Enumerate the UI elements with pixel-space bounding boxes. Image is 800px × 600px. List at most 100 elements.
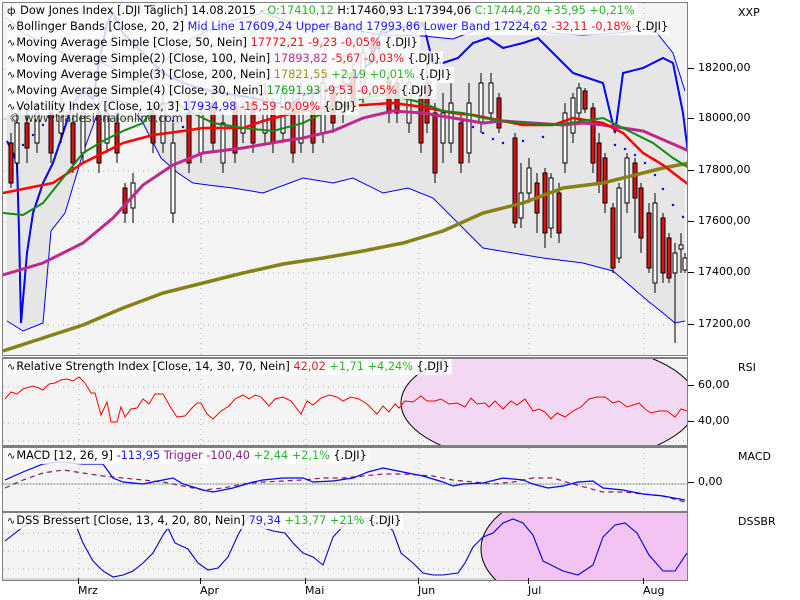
indicator-suffix: {.DJI} xyxy=(384,36,418,49)
tick xyxy=(688,324,694,325)
legend-ma200[interactable]: ∿Moving Average Simple(3) [Close, 200, N… xyxy=(7,67,670,83)
macd-tick-label: 0,00 xyxy=(698,475,723,488)
price-tick-label: 18200,00 xyxy=(698,61,751,74)
rsi-label: Relative Strength Index [Close, 14, 30, … xyxy=(16,360,290,373)
indicator-wave-icon: ∿ xyxy=(7,38,16,49)
ma200-line xyxy=(3,161,687,353)
indicator-wave-icon: ∿ xyxy=(7,451,16,462)
tick xyxy=(688,170,694,171)
macd-suffix: {.DJI} xyxy=(333,449,367,462)
indicator-change: +2,19 xyxy=(331,68,366,81)
dss-suffix: {.DJI} xyxy=(368,514,402,527)
rsi-change-pct: +4,24% xyxy=(367,360,413,373)
rsi-chart-svg xyxy=(3,359,687,445)
x-label-month: Mai xyxy=(305,584,325,597)
legend-ma50[interactable]: ∿Moving Average Simple [Close, 50, Nein]… xyxy=(7,35,670,51)
legend-bollinger[interactable]: ∿Bollinger Bands [Close, 20, 2] Mid Line… xyxy=(7,19,671,35)
indicator-change-pct: -0,18% xyxy=(591,20,632,33)
dash: - xyxy=(259,4,264,17)
rsi-change: +1,71 xyxy=(329,360,364,373)
macd-axis-title: MACD xyxy=(738,450,771,463)
symbol-date: 14.08.2015 xyxy=(191,4,257,17)
price-axis-title: XXP xyxy=(738,6,760,19)
macd-axis[interactable]: MACD 0,00 xyxy=(688,446,800,512)
change-pct: +0,21% xyxy=(589,4,635,17)
price-panel[interactable]: ф Dow Jones Index [.DJI Täglich] 14.08.2… xyxy=(2,2,688,356)
tick xyxy=(688,118,694,119)
rsi-highlight xyxy=(400,359,687,445)
rsi-value: 42,02 xyxy=(293,360,326,373)
macd-line xyxy=(4,461,686,501)
indicator-wave-icon: ∿ xyxy=(7,86,16,97)
price-tick-label: 18000,00 xyxy=(698,111,751,124)
change-value: +35,95 xyxy=(543,4,586,17)
legend-volatility[interactable]: ∿Volatility Index [Close, 10, 3] 17934,9… xyxy=(7,99,670,115)
candle-icon: ф xyxy=(7,6,16,17)
indicator-value: 17934,98 xyxy=(182,100,237,113)
macd-legend[interactable]: ∿MACD [12, 26, 9] -113,95 Trigger -100,4… xyxy=(7,448,369,464)
indicator-label: Bollinger Bands [Close, 20, 2] xyxy=(16,20,184,33)
dss-change-pct: +21% xyxy=(329,514,365,527)
macd-trigger: Trigger -100,40 xyxy=(163,449,250,462)
indicator-suffix: {.DJI} xyxy=(634,20,669,33)
tick xyxy=(688,421,694,422)
watermark: © www.tradesignalonline.com xyxy=(9,111,183,125)
indicator-value: Mid Line 17609,24 Upper Band 17993,86 Lo… xyxy=(187,20,548,33)
indicator-label: Volatility Index [Close, 10, 3] xyxy=(16,100,179,113)
indicator-label: Moving Average Simple(3) [Close, 200, Ne… xyxy=(16,68,271,81)
tick xyxy=(688,68,694,69)
indicator-change: -9,53 xyxy=(324,84,354,97)
dss-value: 79,34 xyxy=(248,514,281,527)
rsi-panel[interactable]: ∿Relative Strength Index [Close, 14, 30,… xyxy=(2,357,688,446)
x-label-month: Aug xyxy=(643,584,665,597)
price-axis[interactable]: XXP 18200,00 18000,00 17800,00 17600,00 … xyxy=(688,2,800,356)
x-tick xyxy=(528,578,529,584)
indicator-change-pct: -0,05% xyxy=(340,36,381,49)
macd-change: +2,44 xyxy=(253,449,289,462)
indicator-wave-icon: ∿ xyxy=(7,70,16,81)
dss-axis[interactable]: DSSBR xyxy=(688,511,800,581)
indicator-value: 17691,93 xyxy=(266,84,321,97)
dss-legend[interactable]: ∿DSS Bressert [Close, 13, 4, 20, 80, Nei… xyxy=(7,513,404,529)
indicator-value: 17772,21 xyxy=(250,36,305,49)
price-legend: ф Dow Jones Index [.DJI Täglich] 14.08.2… xyxy=(7,3,671,115)
dss-panel[interactable]: ∿DSS Bressert [Close, 13, 4, 20, 80, Nei… xyxy=(2,511,688,581)
legend-ma30[interactable]: ∿Moving Average Simple(4) [Close, 30, Ne… xyxy=(7,83,670,99)
x-label-month: Mrz xyxy=(78,584,98,597)
x-tick xyxy=(200,578,201,584)
rsi-suffix: {.DJI} xyxy=(416,360,450,373)
legend-ma100[interactable]: ∿Moving Average Simple(2) [Close, 100, N… xyxy=(7,51,670,67)
indicator-wave-icon: ∿ xyxy=(7,22,16,33)
indicator-change: -32,11 xyxy=(551,20,588,33)
indicator-suffix: {.DJI} xyxy=(418,68,452,81)
dss-label: DSS Bressert [Close, 13, 4, 20, 80, Nein… xyxy=(16,514,246,527)
indicator-label: Moving Average Simple(4) [Close, 30, Nei… xyxy=(16,84,263,97)
indicator-suffix: {.DJI} xyxy=(400,84,434,97)
price-tick-label: 17200,00 xyxy=(698,317,751,330)
rsi-legend[interactable]: ∿Relative Strength Index [Close, 14, 30,… xyxy=(7,359,452,375)
x-label-month: Jul xyxy=(528,584,542,597)
dss-line xyxy=(4,514,687,578)
rsi-axis-title: RSI xyxy=(738,361,756,374)
open-value: O:17410,12 xyxy=(267,4,334,17)
indicator-change-pct: -0,05% xyxy=(356,84,397,97)
indicator-change: -5,67 xyxy=(331,52,361,65)
trigger-line xyxy=(4,469,686,503)
indicator-wave-icon: ∿ xyxy=(7,516,16,527)
macd-chart-svg xyxy=(3,448,687,511)
dss-chart-svg xyxy=(3,513,687,580)
indicator-change-pct: +0,01% xyxy=(369,68,415,81)
macd-panel[interactable]: ∿MACD [12, 26, 9] -113,95 Trigger -100,4… xyxy=(2,446,688,512)
high-value: H:17460,93 xyxy=(337,4,404,17)
indicator-wave-icon: ∿ xyxy=(7,362,16,373)
rsi-line xyxy=(4,376,687,423)
rsi-axis[interactable]: RSI 60,00 40,00 xyxy=(688,357,800,446)
indicator-wave-icon: ∿ xyxy=(7,102,16,113)
indicator-suffix: {.DJI} xyxy=(407,52,441,65)
macd-change-pct: +2,1% xyxy=(291,449,330,462)
close-value: C:17444,20 xyxy=(474,4,541,17)
price-tick-label: 17600,00 xyxy=(698,214,751,227)
low-value: L:17394,06 xyxy=(407,4,472,17)
price-tick-label: 17400,00 xyxy=(698,265,751,278)
dss-axis-title: DSSBR xyxy=(738,515,776,528)
